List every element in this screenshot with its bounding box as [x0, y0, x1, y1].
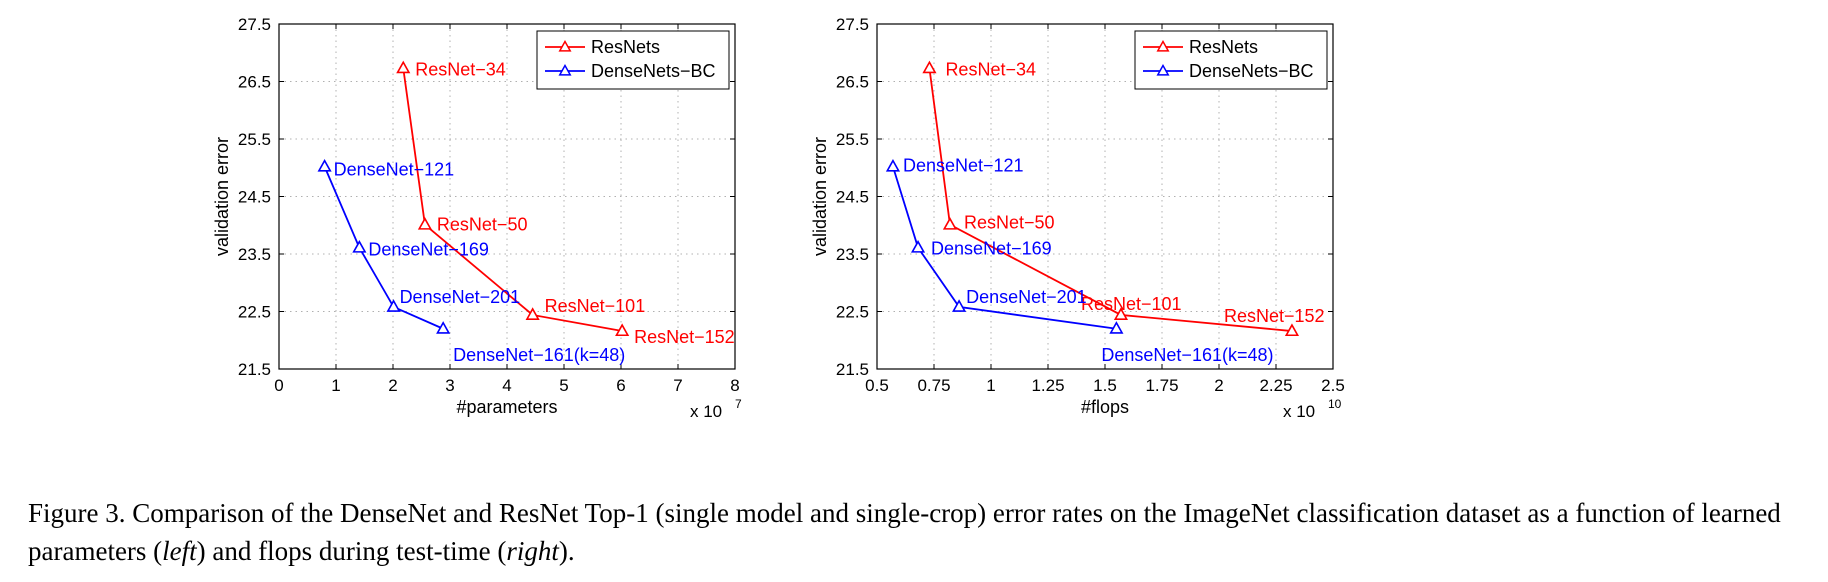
- y-tick-label: 23.5: [836, 245, 869, 264]
- data-point-label: ResNet−50: [964, 213, 1055, 233]
- legend-item-resnets: ResNets: [1189, 37, 1258, 57]
- data-point-marker: [317, 158, 332, 172]
- x-tick-label: 0.5: [865, 376, 889, 395]
- caption-text-prefix: Figure 3. Comparison of the DenseNet and…: [28, 498, 1781, 566]
- y-tick-label: 22.5: [836, 303, 869, 322]
- legend-item-densenets-bc: DenseNets−BC: [591, 61, 716, 81]
- data-point-label: ResNet−101: [545, 296, 646, 316]
- data-point-marker: [1284, 323, 1300, 337]
- x-tick-label: 1: [986, 376, 995, 395]
- y-tick-label: 27.5: [238, 15, 271, 34]
- x-tick-label: 5: [559, 376, 568, 395]
- caption-left-word: left: [162, 536, 197, 566]
- legend-marker: [558, 39, 572, 52]
- legend-box: [536, 30, 730, 90]
- data-point-marker: [386, 299, 401, 312]
- x-tick-label: 2: [1214, 376, 1223, 395]
- data-point-marker: [910, 240, 926, 253]
- data-point-marker: [1113, 307, 1129, 320]
- x-multiplier-exponent: 10: [1328, 397, 1342, 411]
- x-tick-label: 2.5: [1321, 376, 1345, 395]
- caption-right-word: right: [506, 536, 559, 566]
- data-point-label: ResNet−50: [437, 215, 528, 235]
- x-tick-label: 6: [616, 376, 625, 395]
- data-point-label: DenseNet−121: [903, 156, 1024, 176]
- data-point-label: DenseNet−161(k=48): [1101, 345, 1273, 365]
- caption-text-suffix: ).: [558, 536, 575, 566]
- data-point-marker: [922, 60, 937, 74]
- x-axis-label: #parameters: [456, 397, 557, 417]
- y-tick-label: 21.5: [836, 360, 869, 379]
- chart-parameters: 0 1 2 3 4 5 6 7 8 21.5 22.5 23.5 24.5 25.5 26.5 27.5 #pa…: [212, 15, 742, 421]
- data-point-label: ResNet−152: [1224, 306, 1325, 326]
- y-axis-label: validation error: [810, 137, 830, 256]
- x-multiplier-label: x 10: [690, 402, 722, 421]
- legend-marker: [558, 63, 572, 76]
- data-point-label: DenseNet−121: [334, 160, 455, 180]
- y-axis-label: validation error: [212, 137, 232, 256]
- x-multiplier-exponent: 7: [735, 397, 742, 411]
- legend-marker: [1156, 63, 1170, 76]
- series-line-resnets: [928, 68, 1293, 332]
- x-tick-label: 1: [331, 376, 340, 395]
- data-point-label: ResNet−101: [1081, 294, 1182, 314]
- data-point-label: DenseNet−201: [400, 287, 521, 307]
- x-tick-label: 1.5: [1093, 376, 1117, 395]
- data-point-marker: [885, 158, 901, 172]
- legend-item-resnets: ResNets: [591, 37, 660, 57]
- x-tick-label: 4: [502, 376, 511, 395]
- data-point-marker: [417, 217, 432, 230]
- caption-text-middle: ) and flops during test-time (: [196, 536, 507, 566]
- data-point-marker: [396, 60, 411, 74]
- x-tick-label: 0.75: [917, 376, 950, 395]
- y-tick-label: 23.5: [238, 245, 271, 264]
- data-point-label: ResNet−152: [634, 327, 735, 347]
- data-point-marker: [942, 217, 958, 230]
- x-tick-label: 1.75: [1145, 376, 1178, 395]
- legend-box: [1134, 30, 1328, 90]
- legend-item-densenets-bc: DenseNets−BC: [1189, 61, 1314, 81]
- x-tick-label: 7: [673, 376, 682, 395]
- figure-caption: Figure 3. Comparison of the DenseNet and…: [28, 494, 1818, 570]
- y-tick-label: 24.5: [836, 188, 869, 207]
- x-tick-label: 2.25: [1259, 376, 1292, 395]
- x-multiplier-label: x 10: [1283, 402, 1315, 421]
- data-point-label: DenseNet−161(k=48): [453, 345, 625, 365]
- y-tick-label: 26.5: [836, 73, 869, 92]
- data-point-label: DenseNet−169: [368, 240, 489, 260]
- x-tick-label: 3: [445, 376, 454, 395]
- y-tick-label: 21.5: [238, 360, 271, 379]
- data-point-marker: [525, 307, 540, 320]
- data-point-marker: [952, 299, 967, 312]
- data-point-marker: [1109, 321, 1124, 334]
- data-point-label: ResNet−34: [415, 59, 506, 79]
- x-tick-label: 2: [388, 376, 397, 395]
- legend-marker: [1156, 39, 1170, 52]
- x-tick-label: 8: [730, 376, 739, 395]
- series-line-densenets-bc: [323, 166, 444, 330]
- data-point-marker: [436, 321, 451, 334]
- y-tick-label: 24.5: [238, 188, 271, 207]
- y-tick-label: 27.5: [836, 15, 869, 34]
- y-tick-label: 25.5: [238, 130, 271, 149]
- y-tick-label: 25.5: [836, 130, 869, 149]
- x-axis-label: #flops: [1081, 397, 1129, 417]
- x-tick-label: 1.25: [1031, 376, 1064, 395]
- y-tick-label: 26.5: [238, 73, 271, 92]
- data-point-label: DenseNet−169: [931, 239, 1052, 259]
- data-point-label: DenseNet−201: [966, 287, 1087, 307]
- chart-flops: 0.5 0.75 1 1.25 1.5 1.75 2 2.25 2.5 21.5 22.5 23.5 2…: [810, 15, 1345, 421]
- data-point-label: ResNet−34: [945, 59, 1036, 79]
- series-line-resnets: [402, 68, 623, 332]
- y-tick-label: 22.5: [238, 303, 271, 322]
- data-point-marker: [352, 240, 367, 253]
- data-point-marker: [615, 323, 630, 337]
- series-line-densenets-bc: [892, 166, 1117, 330]
- x-tick-label: 0: [274, 376, 283, 395]
